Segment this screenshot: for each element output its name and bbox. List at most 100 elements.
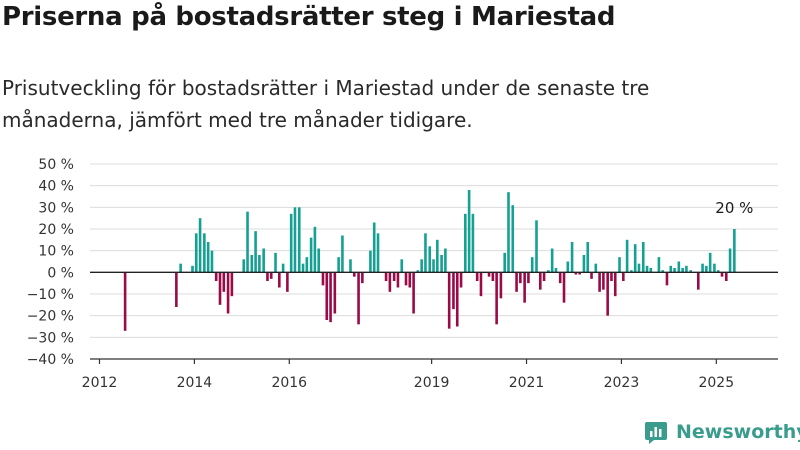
bar	[440, 255, 443, 273]
bar	[333, 272, 337, 314]
bar	[361, 272, 364, 284]
bar	[203, 233, 206, 273]
bar	[713, 263, 716, 273]
bar	[586, 242, 590, 273]
bar	[254, 231, 257, 273]
x-tick-label: 2019	[414, 375, 450, 391]
bar	[210, 250, 214, 273]
bar	[724, 272, 728, 281]
bar	[673, 268, 676, 273]
bar	[681, 268, 684, 273]
bar	[661, 270, 664, 273]
bar	[262, 248, 265, 273]
bar	[444, 248, 447, 273]
bar	[313, 226, 317, 273]
newsworthy-logo-icon	[645, 422, 667, 444]
bar	[455, 272, 459, 327]
bar	[669, 265, 673, 273]
bar	[479, 272, 483, 297]
y-tick-label: 20 %	[38, 222, 74, 238]
y-tick-label: −10 %	[27, 287, 74, 303]
bar	[622, 272, 625, 281]
x-tick-label: 2023	[604, 375, 640, 391]
bar	[550, 248, 554, 273]
page-subtitle: Prisutveckling för bostadsrätter i Marie…	[2, 76, 650, 132]
bar	[649, 268, 653, 273]
bar	[645, 265, 649, 273]
bar	[487, 272, 491, 277]
bar	[175, 272, 178, 307]
bar	[384, 272, 388, 281]
bar	[602, 272, 605, 290]
bar	[412, 272, 415, 314]
bar	[689, 270, 692, 273]
bar	[507, 192, 510, 273]
bar	[519, 272, 522, 284]
bar	[222, 272, 226, 292]
bar	[495, 272, 498, 325]
bar	[582, 255, 586, 273]
bar	[369, 250, 372, 273]
annotation-label: 20 %	[715, 199, 753, 217]
bar	[420, 259, 423, 273]
bar	[428, 246, 432, 273]
bar	[317, 248, 320, 273]
bar	[392, 272, 396, 281]
bar	[286, 272, 289, 292]
y-tick-label: 30 %	[38, 200, 74, 216]
bar	[677, 261, 681, 273]
bar	[242, 259, 246, 273]
newsworthy-logo: Newsworthy	[644, 420, 800, 444]
bar	[258, 255, 261, 273]
bar	[447, 272, 451, 329]
y-tick-label: 0 %	[47, 265, 74, 281]
bar	[459, 272, 463, 288]
bar	[123, 272, 127, 331]
bar	[372, 222, 376, 273]
y-tick-label: 50 %	[38, 157, 74, 173]
bar	[400, 259, 404, 273]
bar	[696, 272, 700, 290]
bar	[606, 272, 609, 316]
bar	[337, 257, 340, 273]
bar	[733, 229, 736, 273]
bar	[464, 213, 467, 273]
bar	[218, 272, 222, 305]
bar	[194, 233, 198, 273]
bar	[278, 272, 281, 288]
bar	[641, 242, 645, 273]
bar	[701, 263, 704, 273]
bar	[523, 272, 526, 303]
y-tick-labels: −40 % −30 % −20 % −10 % 0 % 10 % 20 % 30 % 40 % 5…	[27, 157, 74, 368]
bar	[293, 207, 297, 273]
bar	[503, 252, 506, 273]
bar	[610, 272, 613, 281]
bar	[491, 272, 495, 281]
x-tick-label: 2021	[509, 375, 545, 391]
bar	[321, 272, 325, 286]
bar	[309, 237, 313, 273]
bar	[566, 261, 570, 273]
bar	[352, 272, 356, 277]
y-tick-label: −20 %	[27, 309, 74, 325]
bar	[246, 211, 249, 273]
bar	[530, 257, 534, 273]
bar	[436, 239, 439, 273]
bar	[511, 205, 515, 273]
bar	[297, 207, 301, 273]
bar	[408, 272, 412, 288]
bar	[705, 265, 708, 273]
bar	[598, 272, 601, 292]
bar	[396, 272, 400, 288]
x-tick-label: 2014	[177, 375, 213, 391]
bar	[515, 272, 518, 292]
bar	[281, 263, 285, 273]
bar	[424, 233, 427, 273]
bar	[708, 252, 712, 273]
bar	[637, 263, 641, 273]
bar	[728, 248, 732, 273]
bar	[357, 272, 360, 325]
page-title: Priserna på bostadsrätter steg i Mariest…	[2, 2, 616, 32]
bar	[416, 270, 420, 273]
bar	[230, 272, 234, 297]
